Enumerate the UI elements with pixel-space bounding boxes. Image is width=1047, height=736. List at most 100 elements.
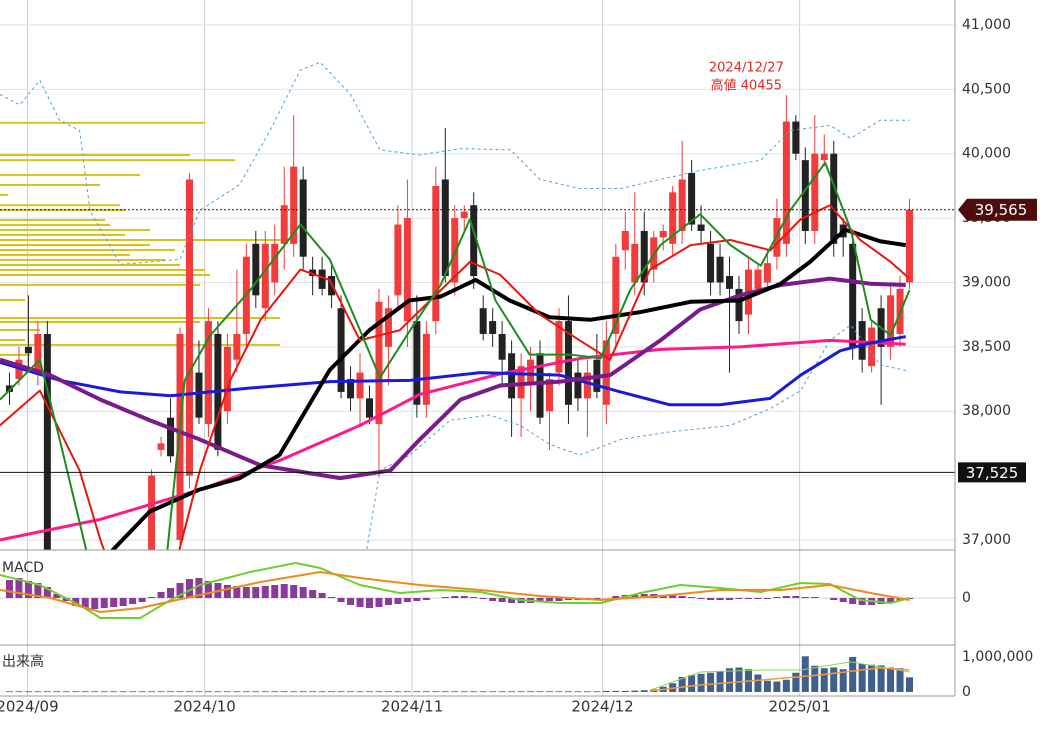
volume-profile-bar xyxy=(0,154,190,157)
candle-body xyxy=(726,276,734,289)
candle-body xyxy=(63,617,70,643)
volume-bar xyxy=(176,691,184,693)
x-tick-label: 2024/10 xyxy=(173,698,235,716)
volume-bar xyxy=(517,691,525,693)
macd-histogram-bar xyxy=(688,597,696,598)
macd-histogram-bar xyxy=(631,595,639,598)
macd-histogram-bar xyxy=(280,584,288,598)
macd-histogram-bar xyxy=(375,598,383,607)
x-tick-label: 2024/11 xyxy=(381,698,443,716)
candle-body xyxy=(688,173,696,225)
macd-histogram-bar xyxy=(271,585,279,598)
macd-histogram-bar xyxy=(536,598,544,602)
volume-profile-bar xyxy=(0,253,130,256)
volume-profile-bar xyxy=(0,223,110,226)
volume-bar xyxy=(820,668,828,692)
macd-histogram-bar xyxy=(110,598,118,607)
volume-bar xyxy=(280,691,288,693)
macd-histogram-bar xyxy=(5,580,13,598)
y-tick-label: 41,000 xyxy=(962,17,1011,33)
macd-histogram-bar xyxy=(356,598,364,607)
volume-bar xyxy=(811,665,819,692)
macd-histogram-bar xyxy=(91,598,99,609)
macd-histogram-bar xyxy=(347,598,355,605)
volume-bar xyxy=(233,691,241,693)
y-tick-label: 37,000 xyxy=(962,532,1011,548)
volume-bar xyxy=(716,670,724,692)
macd-histogram-bar xyxy=(167,588,175,598)
volume-bar xyxy=(309,691,317,693)
volume-bar xyxy=(546,691,554,693)
volume-average-line xyxy=(649,667,910,692)
candle-body xyxy=(574,372,582,399)
candle-body xyxy=(82,630,89,669)
candle-body xyxy=(101,656,108,707)
volume-profile-bar xyxy=(0,219,105,222)
macd-histogram-bar xyxy=(223,585,231,598)
candle-body xyxy=(754,269,762,289)
volume-bar xyxy=(299,691,307,693)
volume-bar xyxy=(356,691,364,693)
macd-histogram-bar xyxy=(129,598,137,604)
volume-profile-bar xyxy=(0,228,150,231)
macd-histogram-bar xyxy=(754,598,762,599)
macd-histogram-bar xyxy=(441,597,449,598)
candle-body xyxy=(176,333,184,540)
candle-body xyxy=(375,301,383,425)
indicator-line xyxy=(0,276,906,481)
labels: 2024/09 2024/10 2024/11 2024/12 2025/01 37,00… xyxy=(0,17,1037,716)
volume-bar xyxy=(460,691,468,693)
y-tick-label: 38,500 xyxy=(962,339,1011,355)
volume-bar xyxy=(773,681,781,692)
candle-body xyxy=(640,230,648,283)
macd-histogram-bar xyxy=(24,581,32,598)
volume-title: 出来高 xyxy=(2,653,44,670)
volume-bar xyxy=(451,691,459,693)
volume-bar xyxy=(119,691,127,693)
volume-bar xyxy=(214,691,222,693)
volume-bar xyxy=(631,690,639,692)
volume-bar xyxy=(906,677,914,692)
candle-body xyxy=(716,256,724,283)
candle-body xyxy=(887,295,895,347)
candle-body xyxy=(546,379,554,412)
volume-bar xyxy=(621,690,629,692)
candle-body xyxy=(536,353,544,418)
indicator-line xyxy=(366,324,910,550)
macd-histogram-bar xyxy=(422,598,430,600)
volume-profile-bar xyxy=(0,244,150,247)
macd-histogram-bar xyxy=(195,578,203,598)
volume-profile-bar xyxy=(0,193,8,196)
macd-histogram-bar xyxy=(157,592,165,598)
macd-histogram-bar xyxy=(185,579,193,598)
volume-bar xyxy=(707,672,715,692)
candle-body xyxy=(508,353,516,399)
macd-histogram-bar xyxy=(887,598,895,603)
volume-profile-bar xyxy=(0,320,200,323)
volume-profile-bar xyxy=(0,274,210,276)
indicator-line xyxy=(0,204,911,550)
candle-body xyxy=(659,230,667,238)
candle-body xyxy=(697,224,705,231)
macd-histogram-bar xyxy=(309,590,317,598)
indicator-line xyxy=(0,61,910,265)
candle-body xyxy=(271,243,279,283)
candle-body xyxy=(820,153,828,161)
candle-body xyxy=(479,308,487,334)
macd-histogram-bar xyxy=(744,598,752,599)
volume-bar xyxy=(413,691,421,693)
macd-histogram-bar xyxy=(508,598,516,603)
volume-bar xyxy=(782,679,790,692)
volume-bar xyxy=(91,691,99,693)
candle-body xyxy=(139,579,146,592)
price-label: 37,525 xyxy=(966,464,1019,482)
candle-body xyxy=(707,243,715,283)
volume-bar xyxy=(887,667,895,692)
volume-bar xyxy=(290,691,298,693)
volume-bar xyxy=(678,676,686,692)
macd-histogram-bar xyxy=(403,598,411,602)
y-tick-label: 0 xyxy=(962,684,971,700)
candle-body xyxy=(309,269,317,277)
volume-profile-bar xyxy=(0,353,30,356)
macd-histogram-bar xyxy=(849,598,857,604)
